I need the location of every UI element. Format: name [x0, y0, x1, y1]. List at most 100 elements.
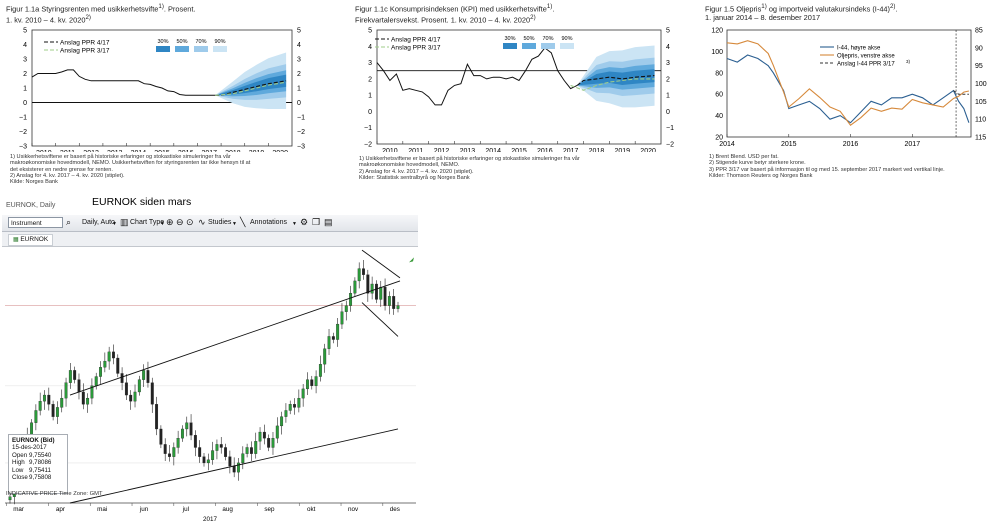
annotations-icon[interactable]: ╲ — [240, 217, 246, 227]
x-tick-label: 2016 — [843, 141, 859, 148]
copy-icon[interactable]: ❐ — [312, 217, 321, 227]
candle-body — [206, 459, 210, 464]
candle-body — [310, 379, 314, 386]
annotations-dropdown[interactable]: Annotations — [250, 219, 287, 226]
ohlc-info-box: EURNOK (Bid) 15-des-2017 Open 9,75540 Hig… — [8, 434, 68, 494]
fan-legend-label: 90% — [214, 39, 225, 45]
y-tick-label-right: 4 — [297, 42, 301, 49]
candle-body — [146, 370, 150, 383]
chart-type-dropdown[interactable]: Chart Type — [130, 219, 165, 226]
candle-body — [155, 404, 159, 430]
chevron-down-icon[interactable]: ▼ — [292, 221, 297, 227]
y-tick-label-right: 2 — [666, 76, 670, 83]
candle-body — [73, 370, 77, 380]
trading-window: EURNOK, Daily EURNOK siden mars Instrume… — [0, 196, 418, 523]
info-row-high: High 9,78086 — [12, 459, 52, 467]
x-tick-label: jul — [182, 506, 189, 513]
y-tick-label-right: −2 — [297, 129, 305, 136]
y-tick-label-left: 3 — [23, 57, 27, 64]
studies-icon[interactable]: ∿ — [198, 217, 206, 227]
chart-icon: ▦ — [13, 237, 21, 243]
y-tick-label-left: −1 — [364, 125, 372, 132]
x-tick-label: 2015 — [511, 148, 527, 152]
tab-eurnok[interactable]: ▦ EURNOK — [8, 234, 54, 246]
x-tick-label: apr — [56, 506, 65, 513]
candle-body — [336, 323, 340, 340]
y-tick-label-left: 100 — [711, 49, 723, 56]
fan-legend-label: 70% — [195, 39, 206, 45]
candle-body — [249, 447, 253, 454]
instrument-input[interactable]: Instrument — [8, 217, 63, 228]
candle-body — [262, 431, 266, 439]
series-line-history — [376, 47, 578, 106]
zoom-reset-icon[interactable]: ⊙ — [186, 217, 194, 227]
y-tick-label-right: 110 — [975, 117, 986, 124]
fan-legend-label: 50% — [176, 39, 187, 45]
zoom-out-icon[interactable]: ⊖ — [176, 217, 184, 227]
x-tick-label: nov — [348, 506, 359, 513]
y-tick-label-left: 4 — [23, 42, 27, 49]
fan-legend-swatch — [194, 46, 208, 52]
x-tick-label: 2018 — [589, 148, 605, 152]
y-tick-label-right: 0 — [297, 100, 301, 107]
chevron-down-icon[interactable]: ▼ — [160, 221, 165, 227]
y-tick-label-right: 0 — [666, 109, 670, 116]
plot-frame — [376, 29, 662, 145]
candle-body — [232, 465, 236, 473]
candle-body — [362, 268, 365, 275]
y-tick-label-left: 1 — [23, 86, 27, 93]
fan-legend-label: 30% — [504, 36, 515, 42]
y-tick-label-left: 4 — [368, 44, 372, 51]
period-dropdown[interactable]: Daily, Auto — [82, 219, 115, 226]
settings-icon[interactable]: ⚙ — [300, 217, 309, 227]
legend-label: Anslag PPR 4/17 — [391, 37, 441, 44]
fan-legend-swatch — [560, 43, 574, 49]
x-tick-label: 2011 — [408, 148, 423, 152]
trendline-triangle-top — [361, 249, 401, 279]
fan-band-30 — [215, 74, 287, 96]
x-tick-label: mar — [13, 506, 24, 513]
candle-body — [116, 357, 120, 374]
info-row-open: Open 9,75540 — [12, 451, 52, 459]
candle-body — [314, 376, 318, 386]
chart-caption: EURNOK siden mars — [92, 196, 192, 208]
candle-body — [211, 450, 215, 460]
export-icon[interactable]: ▤ — [324, 217, 333, 227]
x-tick-label: 2013 — [107, 150, 123, 152]
info-row-close: Close9,75808 — [12, 474, 52, 482]
x-tick-label: okt — [307, 506, 316, 513]
trendline-upper-channel — [69, 280, 401, 396]
candle-body — [353, 280, 357, 294]
info-date: 15-des-2017 — [12, 444, 47, 452]
y-tick-label-right: 5 — [666, 28, 670, 35]
candle-body — [180, 428, 184, 439]
series-line-history — [31, 69, 216, 96]
x-tick-label: 2019 — [614, 148, 630, 152]
chevron-down-icon[interactable]: ▼ — [232, 221, 237, 227]
x-tick-label: 2018 — [225, 150, 241, 152]
candle-body — [267, 438, 271, 448]
search-icon[interactable]: ⌕ — [66, 217, 72, 227]
candle-body — [137, 379, 141, 393]
candle-icon[interactable]: ▥ — [120, 217, 129, 227]
candle-body — [258, 431, 262, 442]
candle-body — [129, 394, 133, 402]
candle-body — [193, 434, 197, 448]
candle-body — [396, 305, 400, 309]
eurnok-chart: 9,250009,500009,75808maraprmaijunjulaugs… — [5, 249, 416, 523]
y-tick-label-left: 60 — [715, 92, 723, 99]
chevron-down-icon[interactable]: ▼ — [112, 221, 117, 227]
fan-legend-swatch — [541, 43, 555, 49]
legend-label: Anslag I-44 PPR 3/17 — [837, 62, 895, 68]
zoom-in-icon[interactable]: ⊕ — [166, 217, 174, 227]
candle-body — [60, 397, 64, 408]
studies-dropdown[interactable]: Studies — [208, 219, 232, 226]
y-tick-label-right: 100 — [975, 81, 987, 88]
legend-label: Oljepris, venstre akse — [837, 54, 895, 60]
candle-body — [392, 296, 396, 309]
candle-body — [293, 404, 296, 408]
candle-body — [99, 367, 102, 377]
x-tick-label: 2015 — [154, 150, 170, 152]
x-tick-label: 2017 — [905, 141, 921, 148]
series-line-0 — [726, 54, 970, 124]
